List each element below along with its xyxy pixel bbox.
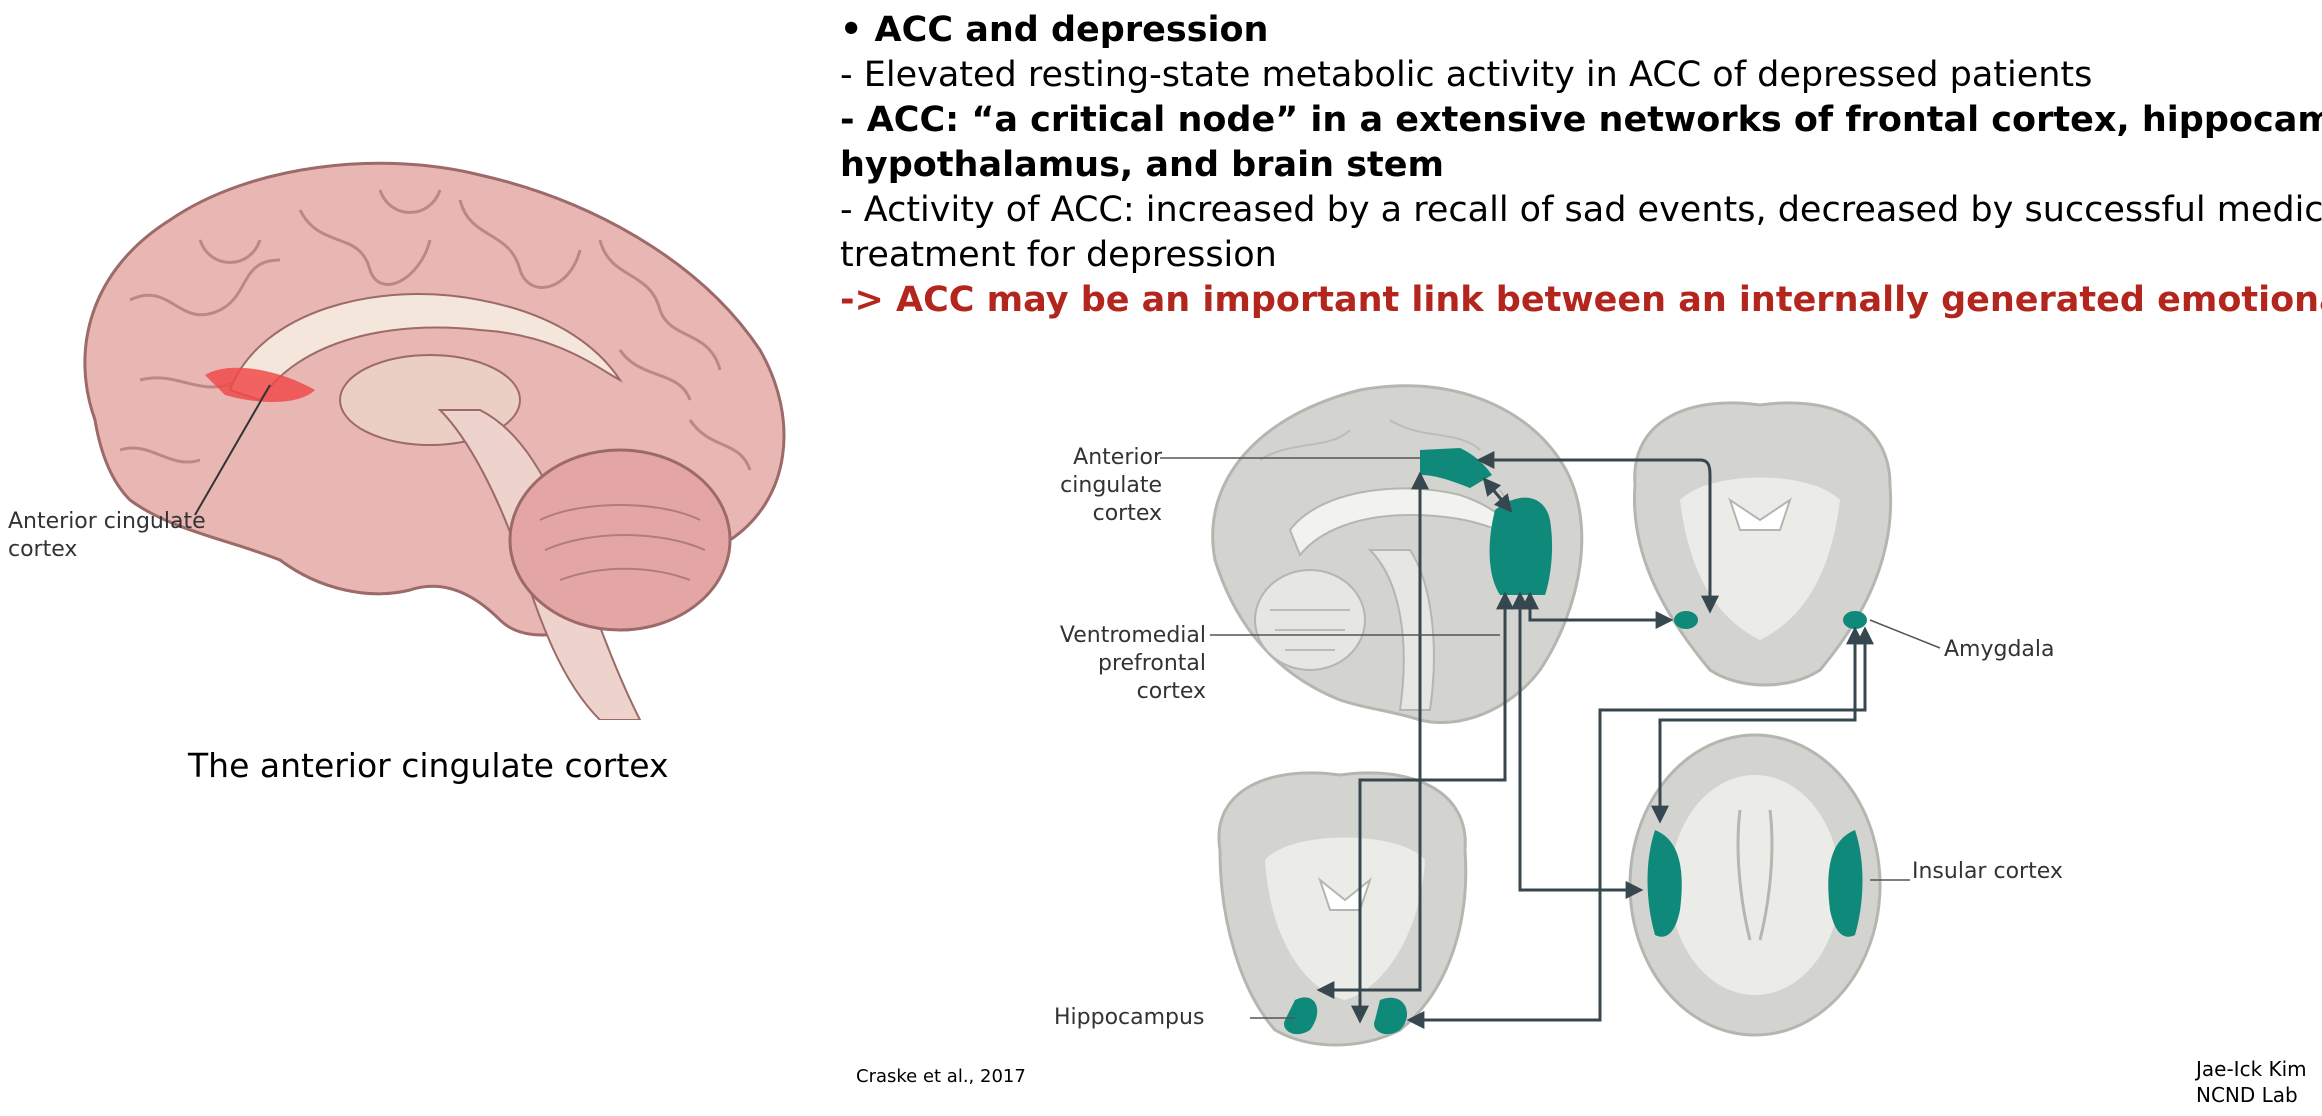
cerebellum: [508, 448, 732, 632]
credit-lab: NCND Lab: [2196, 1083, 2298, 1107]
label-insular-cortex: Insular cortex: [1912, 859, 2063, 884]
bullet-line-3b: treatment for depression: [840, 235, 1277, 275]
left-acc-label: Anterior cingulate cortex: [8, 508, 206, 564]
left-acc-label-line1: Anterior cingulate: [8, 509, 206, 534]
label-acc: Anterior cingulate cortex: [1030, 444, 1162, 528]
left-acc-label-line2: cortex: [8, 537, 78, 562]
coronal-amygdala-brain: [1632, 401, 1893, 687]
citation: Craske et al., 2017: [856, 1066, 1026, 1087]
credit-name: Jae-Ick Kim: [2196, 1057, 2307, 1081]
amygdala-left: [1674, 611, 1698, 629]
hippocampus-left: [1284, 997, 1318, 1035]
label-acc-3: cortex: [1092, 501, 1162, 526]
label-vmpfc: Ventromedial prefrontal cortex: [1040, 622, 1206, 706]
bullet-line-1: - Elevated resting-state metabolic activ…: [840, 55, 2093, 95]
coronal-hippocampus-brain: [1217, 771, 1468, 1047]
acc-highlight: [205, 367, 315, 402]
acc-network-diagram: [1160, 384, 1941, 1047]
amygdala-right: [1843, 611, 1867, 629]
label-acc-1: Anterior: [1073, 445, 1162, 470]
bullet-line-2b: hypothalamus, and brain stem: [840, 145, 1444, 185]
arrow-amygdala-hippocampus: [1406, 626, 1874, 1029]
label-vmpfc-3: cortex: [1136, 679, 1206, 704]
sagittal-brain-illustration: [83, 161, 786, 720]
amygdala-leader: [1869, 619, 1941, 649]
heading: • ACC and depression: [840, 10, 1269, 50]
acc-region: [1420, 448, 1492, 488]
label-amygdala: Amygdala: [1944, 637, 2055, 662]
conclusion-line: -> ACC may be an important link between …: [840, 280, 2322, 320]
vmpfc-region: [1489, 497, 1553, 595]
label-vmpfc-2: prefrontal: [1098, 651, 1206, 676]
bullet-line-3a: - Activity of ACC: increased by a recall…: [840, 190, 2322, 230]
label-vmpfc-1: Ventromedial: [1059, 623, 1206, 648]
label-hippocampus: Hippocampus: [1054, 1005, 1205, 1030]
corpus-callosum: [228, 293, 623, 402]
acc-leader-line: [194, 384, 271, 516]
label-acc-2: cingulate: [1060, 473, 1162, 498]
bullet-line-2a: - ACC: “a critical node” in a extensive …: [840, 100, 2322, 140]
left-figure-caption: The anterior cingulate cortex: [188, 746, 669, 785]
author-credit: Jae-Ick Kim NCND Lab: [2196, 1056, 2307, 1108]
arrow-acc-amygdala: [1476, 451, 1719, 614]
bullet-text-block: • ACC and depression - Elevated resting-…: [840, 8, 2322, 323]
